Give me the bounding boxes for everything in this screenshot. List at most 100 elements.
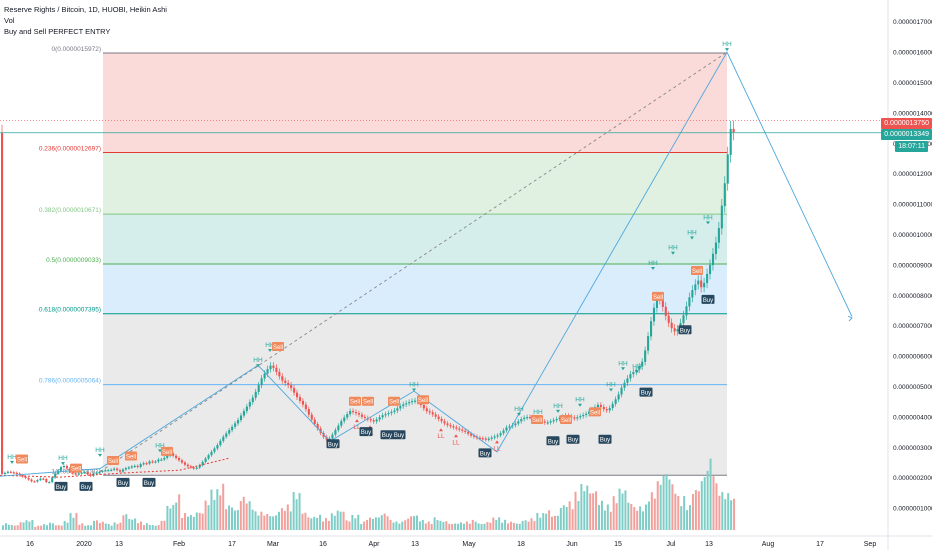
higher-high-marker: HH xyxy=(632,363,642,370)
candle-body xyxy=(349,410,352,415)
candle-body xyxy=(74,473,77,475)
candle-body xyxy=(378,417,381,420)
volume-bar xyxy=(454,523,457,530)
candle-body xyxy=(443,421,446,424)
volume-indicator-label[interactable]: Vol xyxy=(4,16,15,25)
marker-arrow xyxy=(690,236,694,240)
candle-body xyxy=(523,417,526,420)
signal-box xyxy=(652,291,664,301)
volume-bar xyxy=(254,511,257,530)
candle-body xyxy=(703,282,706,288)
signal-box xyxy=(392,430,406,440)
candle-body xyxy=(375,419,378,422)
signal-box xyxy=(380,430,394,440)
candle-body xyxy=(80,472,83,474)
signal-box xyxy=(566,434,580,444)
candle-body xyxy=(414,400,417,402)
volume-bar xyxy=(539,517,542,530)
signal-label: Buy xyxy=(118,481,128,487)
candle-body xyxy=(133,465,136,468)
volume-bar xyxy=(615,503,618,530)
candle-body xyxy=(552,420,555,422)
candle-body xyxy=(113,468,116,470)
candle-body xyxy=(478,437,481,440)
volume-bar xyxy=(680,506,683,530)
volume-bar xyxy=(266,513,269,530)
signal-box xyxy=(326,439,340,449)
volume-bar xyxy=(495,519,498,530)
volume-bar xyxy=(48,522,51,530)
signal-box xyxy=(161,446,173,456)
candle-body xyxy=(42,478,45,480)
y-axis-tick: 0.0000014000 xyxy=(893,110,932,117)
candle-body xyxy=(281,376,284,381)
volume-bar xyxy=(336,510,339,530)
candle-body xyxy=(502,430,505,434)
marker-arrow xyxy=(454,434,458,438)
signal-label: Buy xyxy=(641,391,651,397)
volume-bar xyxy=(380,515,383,530)
candle-body xyxy=(641,361,644,367)
volume-bar xyxy=(269,516,272,530)
x-axis-tick: 17 xyxy=(228,541,236,548)
marker-arrow xyxy=(412,388,416,392)
volume-bar xyxy=(715,483,718,530)
higher-high-marker: HH xyxy=(265,342,275,349)
candle-body xyxy=(62,465,66,468)
y-axis-tick: 0.0000002000 xyxy=(893,475,932,482)
signal-box xyxy=(417,395,429,405)
volume-bar xyxy=(656,481,659,530)
candle-body xyxy=(116,468,119,471)
x-axis-tick: Jul xyxy=(667,541,676,548)
volume-bar xyxy=(154,525,157,530)
candle-body xyxy=(449,425,452,427)
volume-bar xyxy=(630,503,633,530)
candle-body xyxy=(228,430,231,434)
volume-bar xyxy=(263,515,266,530)
volume-bar xyxy=(225,509,228,530)
signal-label: Buy xyxy=(81,485,91,491)
volume-bar xyxy=(195,512,198,530)
volume-bar xyxy=(639,506,642,530)
candle-body xyxy=(697,280,700,285)
candle-body xyxy=(717,228,720,243)
higher-high-marker: HH xyxy=(409,382,419,389)
candle-body xyxy=(151,461,154,463)
volume-bar xyxy=(492,517,495,530)
higher-high-marker: HH xyxy=(703,214,713,221)
volume-bar xyxy=(460,522,463,530)
sell-signal: Sell xyxy=(272,342,284,352)
candle-body xyxy=(183,462,186,465)
volume-bar xyxy=(548,510,551,530)
volume-bar xyxy=(189,515,192,530)
volume-bar xyxy=(242,496,245,530)
candle-body xyxy=(514,423,517,426)
volume-bar xyxy=(345,520,348,530)
volume-bar xyxy=(286,504,289,530)
volume-bar xyxy=(612,496,615,530)
buy-signal: Buy xyxy=(546,436,560,446)
volume-bar xyxy=(181,517,184,530)
volume-bar xyxy=(433,517,436,530)
candle-body xyxy=(425,408,428,412)
candle-body xyxy=(402,404,405,407)
volume-bar xyxy=(275,515,278,530)
signal-label: Buy xyxy=(680,328,690,334)
volume-bar xyxy=(139,521,142,530)
volume-bar xyxy=(66,522,69,530)
higher-high-marker: HH xyxy=(618,360,628,367)
volume-bar xyxy=(310,518,313,530)
candle-body xyxy=(585,413,588,416)
volume-bar xyxy=(7,524,10,530)
indicator-label[interactable]: Buy and Sell PERFECT ENTRY xyxy=(4,27,111,36)
candle-body xyxy=(546,422,549,424)
buy-signal: Buy xyxy=(598,434,612,444)
signal-label: Sell xyxy=(71,467,81,473)
volume-bar xyxy=(369,517,371,530)
volume-bar xyxy=(592,493,595,530)
candle-body xyxy=(198,465,201,468)
signal-box xyxy=(272,342,284,352)
symbol-title[interactable]: Reserve Rights / Bitcoin, 1D, HUOBI, Hei… xyxy=(4,5,167,14)
candle-body xyxy=(487,438,490,440)
